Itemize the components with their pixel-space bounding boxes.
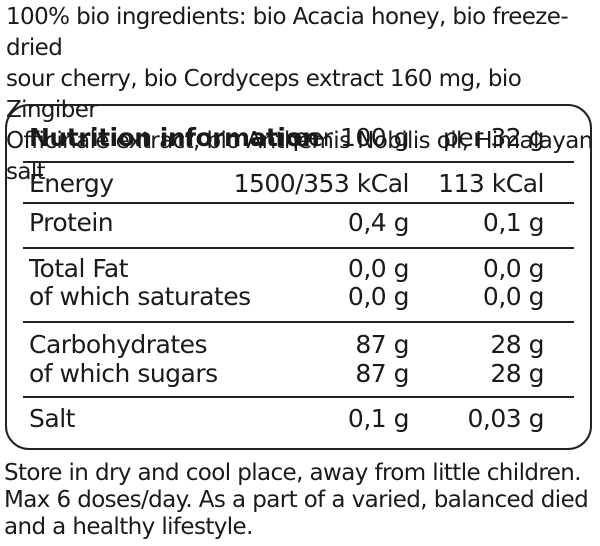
sugars-per-32g: 28 g bbox=[490, 359, 544, 388]
total-fat-per-32g: 0,0 g bbox=[482, 254, 545, 283]
ingredients-line: 100% bio ingredients: bio Acacia honey, … bbox=[6, 4, 569, 61]
divider bbox=[23, 202, 574, 204]
saturates-per-100g: 0,0 g bbox=[347, 282, 410, 311]
energy-per-100g: 1500/353 kCal bbox=[233, 169, 410, 198]
nutrition-table: Nutrition information per 100 g per 32 g… bbox=[5, 104, 592, 450]
storage-line: Max 6 doses/day. As a part of a varied, … bbox=[4, 487, 589, 513]
protein-per-32g: 0,1 g bbox=[482, 208, 545, 237]
ingredients-line: Officinale extract, bio Anthemis Nobilis… bbox=[6, 128, 593, 185]
column-header-per-100g: per 100 g bbox=[292, 123, 409, 152]
carbohydrates-label: Carbohydrates bbox=[29, 330, 208, 359]
divider bbox=[23, 247, 574, 249]
nutrition-title: Nutrition information bbox=[29, 123, 320, 152]
total-fat-label: Total Fat bbox=[29, 254, 129, 283]
storage-line: and a healthy lifestyle. bbox=[4, 514, 253, 540]
protein-per-100g: 0,4 g bbox=[347, 208, 410, 237]
ingredients-text: 100% bio ingredients: bio Acacia honey, … bbox=[6, 2, 596, 188]
divider bbox=[23, 161, 574, 163]
storage-text: Store in dry and cool place, away from l… bbox=[4, 460, 600, 541]
energy-label: Energy bbox=[29, 169, 114, 198]
sugars-per-100g: 87 g bbox=[355, 359, 409, 388]
divider bbox=[23, 396, 574, 398]
salt-per-32g: 0,03 g bbox=[467, 404, 545, 433]
energy-per-32g: 113 kCal bbox=[438, 169, 544, 198]
carbohydrates-per-32g: 28 g bbox=[490, 330, 544, 359]
protein-label: Protein bbox=[29, 208, 114, 237]
salt-per-100g: 0,1 g bbox=[347, 404, 410, 433]
divider bbox=[23, 321, 574, 323]
salt-label: Salt bbox=[29, 404, 75, 433]
total-fat-per-100g: 0,0 g bbox=[347, 254, 410, 283]
sugars-label: of which sugars bbox=[29, 359, 218, 388]
saturates-label: of which saturates bbox=[29, 282, 251, 311]
column-header-per-32g: per 32 g bbox=[442, 123, 545, 152]
storage-line: Store in dry and cool place, away from l… bbox=[4, 460, 582, 486]
saturates-per-32g: 0,0 g bbox=[482, 282, 545, 311]
carbohydrates-per-100g: 87 g bbox=[355, 330, 409, 359]
